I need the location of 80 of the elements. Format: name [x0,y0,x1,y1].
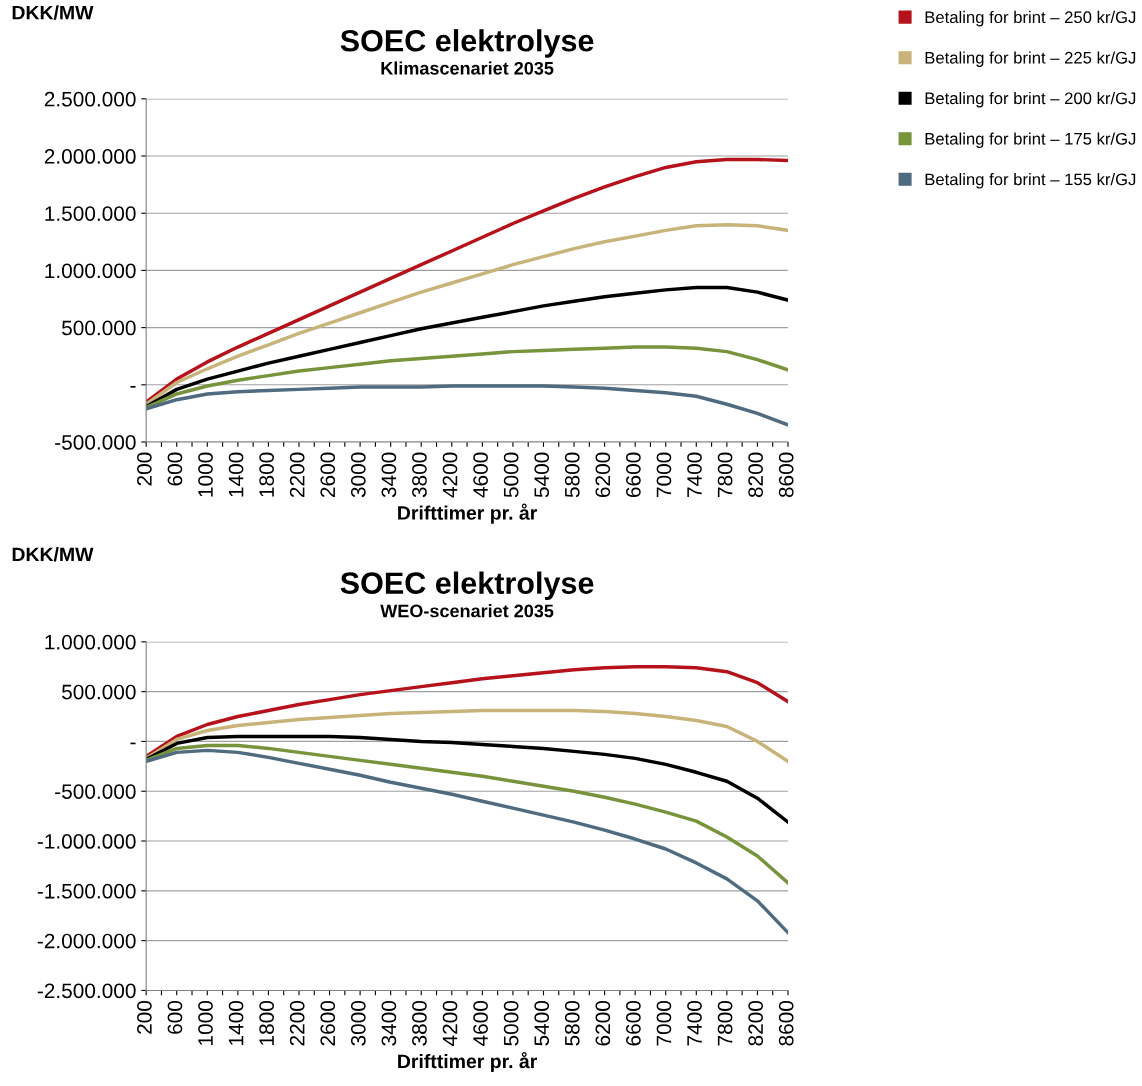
legend-label: Betaling for brint – 225 kr/GJ [925,51,1136,67]
x-tick-label: 8200 [748,1000,764,1046]
line-series [146,384,788,427]
x-tick-label: 1800 [259,1000,275,1045]
x-tick-label: 5400 [534,452,550,498]
x-tick-label: 4200 [442,452,458,498]
line-series [146,743,788,885]
x-tick-label: 5800 [564,452,580,498]
legend-label: Betaling for brint – 200 kr/GJ [925,91,1136,108]
x-tick-label: 8600 [778,452,794,498]
y-tick-label: -1.000.000 [37,834,136,849]
legend-label: Betaling for brint – 250 kr/GJ [925,10,1136,27]
x-tick-label: 1400 [228,452,244,497]
y-tick-label: 500.000 [61,684,136,700]
x-tick-label: 4200 [442,1000,458,1047]
x-tick-label: 3000 [350,452,366,498]
x-tick-label: 2200 [289,452,305,498]
line-series [146,734,788,824]
y-tick-label: 2.000.000 [44,149,136,164]
y-tick-label: -2.500.000 [37,983,136,999]
line-series [146,222,788,406]
y-tick-label: 1.000.000 [45,263,136,279]
y-tick-label: 1.000.000 [45,634,136,650]
x-tick-label: 7400 [687,1000,702,1046]
x-tick-label: 2200 [289,1000,305,1046]
x-tick-label: 2600 [320,1000,336,1046]
chart-title: SOEC elektrolyse [340,571,594,600]
x-tick-label: 7800 [717,452,733,497]
y-tick-label: - [130,386,136,388]
x-tick-label: 600 [167,1000,183,1034]
x-tick-label: 7400 [687,452,702,497]
x-tick-label: 7800 [717,1000,733,1046]
y-tick-label: 2.500.000 [44,91,136,107]
x-tick-label: 3800 [412,1000,427,1046]
x-tick-label: 4600 [473,1000,488,1047]
x-tick-label: 8600 [778,1000,794,1046]
x-tick-label: 6200 [595,1000,611,1046]
x-tick-label: 4600 [473,452,488,498]
line-series [146,345,788,410]
y-axis-title: DKK/MW [12,547,94,562]
x-tick-label: 8200 [748,452,764,498]
x-tick-label: 6600 [626,1000,641,1046]
line-series [146,748,788,935]
x-tick-label: 200 [137,1000,152,1034]
y-tick-label: - [130,742,136,745]
x-tick-label: 6600 [626,452,641,498]
y-axis-title: DKK/MW [12,5,94,20]
x-tick-label: 7000 [656,1000,672,1046]
y-tick-label: -500.000 [55,435,136,450]
x-tick-label: 3800 [412,452,427,498]
y-tick-label: -1.500.000 [37,883,136,899]
x-tick-label: 600 [167,452,183,486]
x-axis-title: Drifttimer pr. år [398,503,538,524]
x-tick-label: 3000 [350,1000,366,1046]
x-tick-label: 7000 [656,452,672,497]
x-tick-label: 5400 [534,1000,550,1046]
line-series [146,157,788,404]
x-tick-label: 5800 [564,1000,580,1046]
y-tick-label: -500.000 [55,784,136,799]
chart-subtitle: WEO-scenariet 2035 [380,604,554,618]
x-tick-label: 1800 [259,452,275,497]
y-tick-label: 1.500.000 [45,206,136,221]
chart-title: SOEC elektrolyse [340,29,594,58]
x-tick-label: 1000 [198,452,213,497]
x-tick-label: 3400 [381,452,397,498]
x-tick-label: 3400 [381,1000,397,1046]
x-tick-label: 5000 [503,452,519,498]
y-tick-label: -2.000.000 [37,933,136,949]
line-series [146,708,788,764]
legend-label: Betaling for brint – 175 kr/GJ [925,132,1136,149]
chart-subtitle: Klimascenariet 2035 [381,61,554,75]
legend-label: Betaling for brint – 155 kr/GJ [925,173,1136,189]
x-tick-label: 1400 [228,1000,244,1045]
x-tick-label: 200 [137,452,152,486]
x-tick-label: 2600 [320,452,336,498]
x-tick-label: 5000 [503,1000,519,1046]
y-tick-label: 500.000 [61,320,136,336]
x-axis-title: Drifttimer pr. år [398,1052,538,1073]
x-tick-label: 6200 [595,452,611,498]
x-tick-label: 1000 [198,1000,213,1045]
